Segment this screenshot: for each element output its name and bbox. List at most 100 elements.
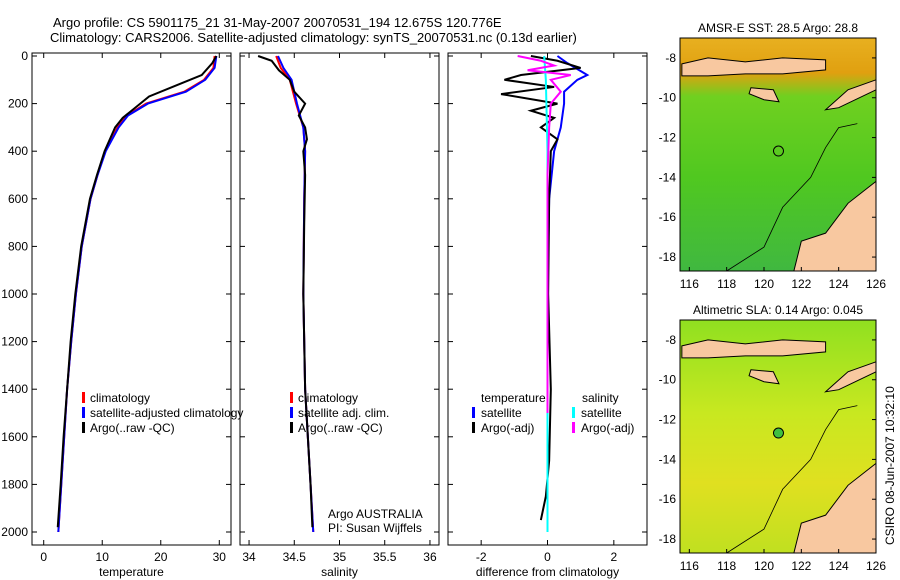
x-tick-label: 34 [242, 550, 256, 564]
y-tick-label: -16 [659, 210, 677, 224]
series-line-climatology [57, 55, 216, 533]
bathymetry-contour [726, 405, 858, 554]
x-axis-label: salinity [321, 565, 358, 579]
legend-label: climatology [298, 391, 358, 405]
legend-title: temperature [481, 391, 546, 405]
y-tick-label: -18 [659, 250, 677, 264]
y-tick-label: 1600 [1, 430, 28, 444]
profile-panel-2: 34 34.5 35 35.5 36 salinity climatologysatelli… [239, 52, 440, 579]
series-line-climatology [275, 55, 315, 533]
series-line-salinity-argo-adj- [517, 55, 571, 413]
legend-label: satellite [581, 406, 622, 420]
legend-swatch [290, 407, 293, 418]
x-axis-label: difference from climatology [476, 565, 619, 579]
legend-label: Argo(..raw -QC) [298, 421, 383, 435]
map-frame [679, 37, 877, 272]
series-line-argo-raw-qc- [257, 55, 314, 528]
map-title: AMSR-E SST: 28.5 Argo: 28.8 [698, 21, 858, 35]
x-tick-label: 10 [96, 550, 110, 564]
series-line-satellite-adj-clim- [277, 55, 315, 533]
y-tick-label: -12 [659, 413, 677, 427]
land-nusa-tenggara [681, 339, 827, 359]
x-tick-label: 116 [680, 559, 699, 573]
y-tick-label: -18 [659, 532, 677, 546]
y-tick-label: -10 [659, 373, 677, 387]
series-line-temperature-argo-adj- [500, 55, 581, 521]
y-tick-label: 200 [8, 97, 28, 111]
x-tick-label: 118 [717, 559, 736, 573]
x-tick-label: 0 [40, 550, 47, 564]
x-tick-label: 120 [754, 559, 774, 573]
x-tick-label: 0 [544, 550, 551, 564]
series-line-temperature-satellite [546, 55, 590, 532]
y-tick-label: -8 [665, 51, 676, 65]
legend-swatch [472, 407, 475, 418]
bathymetry-contour [726, 123, 858, 272]
map-panel-1: AMSR-E SST: 28.5 Argo: 28.8 116 118 120 122 1… [659, 21, 887, 291]
y-tick-label: 1200 [1, 335, 28, 349]
x-tick-label: 126 [866, 559, 886, 573]
y-tick-label: 600 [8, 192, 28, 206]
legend-label: satellite-adjusted climatology [90, 406, 243, 420]
series-line-argo-raw-qc- [56, 55, 218, 528]
legend-title: salinity [582, 391, 619, 405]
x-tick-label: 35.5 [373, 550, 397, 564]
x-tick-label: -2 [476, 550, 487, 564]
y-tick-label: -8 [665, 333, 676, 347]
legend-swatch [472, 422, 475, 433]
x-tick-label: 20 [154, 550, 168, 564]
land-nusa-tenggara [681, 57, 827, 77]
legend-swatch [82, 422, 85, 433]
legend-swatch [572, 407, 575, 418]
legend-swatch [82, 407, 85, 418]
figure-title-line2: Climatology: CARS2006. Satellite-adjuste… [50, 30, 577, 45]
figure-title-line1: Argo profile: CS 5901175_21 31-May-2007 … [53, 15, 502, 30]
legend-label: satellite [481, 406, 522, 420]
y-tick-label: -14 [659, 452, 677, 466]
profile-panel-1: 0 10 20 30 0 200 400 600 800 1000 1200 1400 1600 1800… [1, 49, 243, 579]
y-tick-label: 0 [21, 49, 28, 63]
plot-frame [31, 52, 232, 546]
y-tick-label: -16 [659, 492, 677, 506]
plot-frame [239, 52, 440, 546]
x-tick-label: 124 [829, 559, 849, 573]
x-tick-label: 124 [829, 277, 849, 291]
legend-swatch [572, 422, 575, 433]
y-tick-label: 1000 [1, 287, 28, 301]
x-tick-label: 122 [791, 559, 811, 573]
y-tick-label: 400 [8, 144, 28, 158]
y-tick-label: 1800 [1, 477, 28, 491]
argo-note-2: PI: Susan Wijffels [328, 521, 422, 535]
x-tick-label: 118 [717, 277, 736, 291]
series-line-satellite-adjusted-climatology [57, 55, 218, 533]
map-title: Altimetric SLA: 0.14 Argo: 0.045 [693, 303, 863, 317]
x-tick-label: 122 [791, 277, 811, 291]
legend-label: Argo(..raw -QC) [90, 421, 175, 435]
land-sumba [748, 87, 780, 103]
legend-label: Argo(-adj) [481, 421, 534, 435]
x-axis-label: temperature [99, 565, 164, 579]
x-tick-label: 2 [610, 550, 617, 564]
argo-note-1: Argo AUSTRALIA [328, 507, 423, 521]
legend-label: Argo(-adj) [581, 421, 634, 435]
side-stamp: CSIRO 08-Jun-2007 10:32:10 [883, 386, 897, 545]
legend-swatch [290, 422, 293, 433]
y-tick-label: -14 [659, 170, 677, 184]
x-tick-label: 120 [754, 277, 774, 291]
x-tick-label: 30 [213, 550, 227, 564]
y-tick-label: 800 [8, 239, 28, 253]
legend-swatch [82, 392, 85, 403]
map-panel-2: Altimetric SLA: 0.14 Argo: 0.045 116 118 12… [659, 303, 887, 573]
y-tick-label: -12 [659, 131, 677, 145]
x-tick-label: 116 [680, 277, 699, 291]
y-tick-label: 2000 [1, 525, 28, 539]
y-tick-label: -10 [659, 91, 677, 105]
x-tick-label: 36 [423, 550, 437, 564]
land-sumba [748, 369, 780, 385]
x-tick-label: 34.5 [283, 550, 307, 564]
x-tick-label: 35 [333, 550, 347, 564]
argo-float-marker [772, 427, 784, 439]
